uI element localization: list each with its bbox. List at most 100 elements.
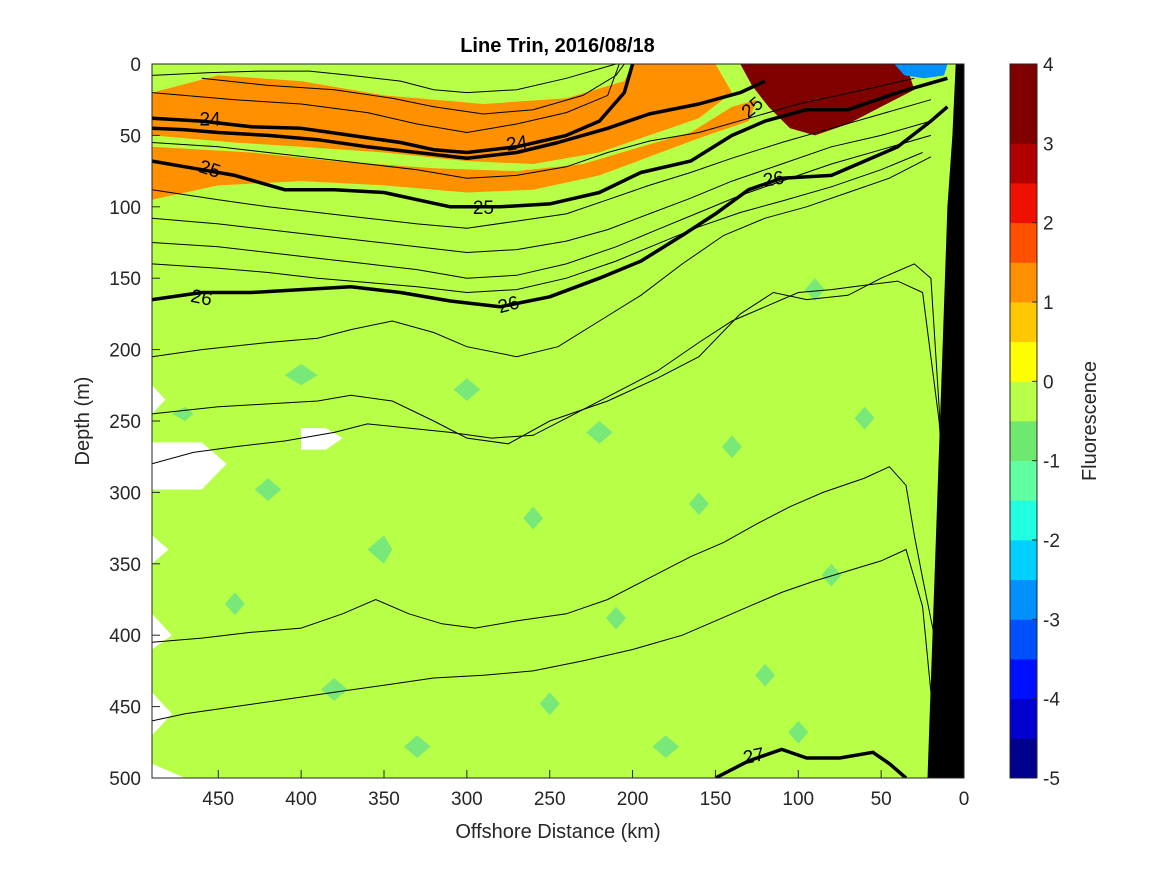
colorbar-band (1010, 64, 1037, 105)
minor-density-contour-1 (201, 64, 625, 115)
colorbar-ticks: 4 3 2 1 0 -1 -2 -3 -4 -5 (1032, 55, 1060, 790)
minor-density-contour-7 (152, 152, 923, 294)
field-patch-13 (652, 735, 679, 758)
colorbar-band (1010, 579, 1037, 620)
colorbar-band (1010, 460, 1037, 501)
field-patch-18 (854, 406, 875, 430)
x-tick-label: 150 (700, 789, 732, 810)
x-tick-label: 0 (959, 789, 970, 810)
minor-density-contour-12 (152, 548, 932, 722)
seafloor (927, 64, 964, 778)
field-patch-14 (804, 278, 825, 301)
colorbar-tick-label: 4 (1043, 55, 1054, 76)
colorbar-band (1010, 619, 1037, 660)
minor-density-contour-5 (152, 120, 932, 254)
colorbar-band (1010, 500, 1037, 541)
contour-label-text: 25 (473, 198, 494, 219)
colorbar-tick-label: -4 (1043, 690, 1060, 711)
field-region-subsurface-fluorescence-maximum (152, 64, 757, 200)
colorbar-bands (1010, 64, 1037, 779)
colorbar-band (1010, 143, 1037, 184)
field-patch-8 (821, 563, 842, 587)
x-tick-label: 350 (368, 789, 400, 810)
x-axis: 450 400 350 300 250 200 150 100 50 0 (202, 770, 969, 810)
chart-title: Line Trin, 2016/08/18 (460, 35, 655, 57)
x-tick-label: 100 (782, 789, 814, 810)
y-tick-label: 0 (130, 55, 141, 76)
field-patch-12 (403, 735, 431, 758)
contour-label-text: 24 (505, 132, 529, 156)
missing-data-2 (152, 535, 169, 564)
missing-data-0 (152, 385, 166, 414)
field-patch-15 (722, 435, 742, 459)
field-patch-9 (586, 421, 613, 444)
contour-label-text: 27 (741, 744, 766, 769)
x-tick-label: 300 (451, 789, 483, 810)
colorbar-band (1010, 222, 1037, 263)
x-tick-label: 200 (617, 789, 649, 810)
colorbar-band (1010, 183, 1037, 224)
contour-label-0: 24 (199, 109, 221, 130)
y-tick-label: 200 (109, 341, 141, 362)
colorbar-frame (1009, 63, 1038, 779)
x-tick-label: 250 (534, 789, 566, 810)
field-patch-19 (788, 720, 809, 744)
minor-density-contour-8 (152, 156, 932, 358)
x-axis-title: Offshore Distance (km) (455, 821, 660, 843)
field-patch-6 (688, 492, 709, 516)
minor-density-contour-9 (152, 263, 945, 493)
colorbar-tick-label: -1 (1043, 452, 1060, 473)
field-patch-3 (453, 378, 481, 401)
field-patch-4 (523, 506, 544, 530)
colorbar-band (1010, 103, 1037, 144)
minor-density-contour-11 (152, 466, 935, 643)
density-contour-24-1 (152, 79, 766, 160)
y-tick-label: 350 (109, 555, 141, 576)
colorbar-tick-label: -2 (1043, 531, 1060, 552)
field-patch-11 (224, 592, 245, 616)
colorbar-tick-label: 2 (1043, 214, 1054, 235)
x-tick-label: 400 (285, 789, 317, 810)
field-region-nearshore-negative-patch (894, 64, 948, 79)
missing-data-5 (152, 763, 186, 778)
colorbar-band (1010, 262, 1037, 303)
colorbar-title: Fluorescence (1079, 361, 1101, 481)
contour-label-8: 27 (741, 744, 766, 769)
density-contour-25-2 (152, 76, 948, 209)
contour-label-text: 26 (189, 286, 214, 311)
contour-label-1: 24 (505, 132, 529, 156)
colorbar-band (1010, 341, 1037, 382)
colorbar-tick-label: -5 (1043, 769, 1060, 790)
y-tick-label: 500 (109, 769, 141, 790)
colorbar-band (1010, 738, 1037, 779)
field-patch-5 (606, 606, 626, 630)
density-contours (152, 64, 949, 778)
minor-density-contour-10 (152, 280, 948, 536)
field-patch-17 (254, 478, 282, 501)
contour-label-7: 26 (761, 168, 785, 192)
colorbar-band (1010, 698, 1037, 739)
minor-density-contour-2 (152, 64, 620, 134)
x-tick-label: 50 (871, 789, 892, 810)
colorbar-band (1010, 302, 1037, 343)
contour-label-text: 24 (199, 109, 221, 130)
colorbar-tick-label: 0 (1043, 372, 1054, 393)
y-tick-label: 250 (109, 412, 141, 433)
colorbar-band (1010, 540, 1037, 581)
minor-density-contour-6 (152, 134, 932, 279)
missing-data-1 (152, 442, 227, 490)
colorbar-tick-label: -3 (1043, 610, 1060, 631)
field-patch-1 (284, 363, 318, 386)
colorbar: 4 3 2 1 0 -1 -2 -3 -4 -5 Fluorescence (1009, 55, 1101, 790)
y-tick-label: 400 (109, 626, 141, 647)
missing-data-4 (152, 692, 172, 736)
colorbar-band (1010, 659, 1037, 700)
x-tick-label: 450 (202, 789, 234, 810)
colorbar-band (1010, 421, 1037, 462)
y-tick-label: 100 (109, 198, 141, 219)
y-tick-label: 300 (109, 483, 141, 504)
y-tick-label: 50 (120, 126, 141, 147)
missing-data-6 (301, 428, 343, 450)
